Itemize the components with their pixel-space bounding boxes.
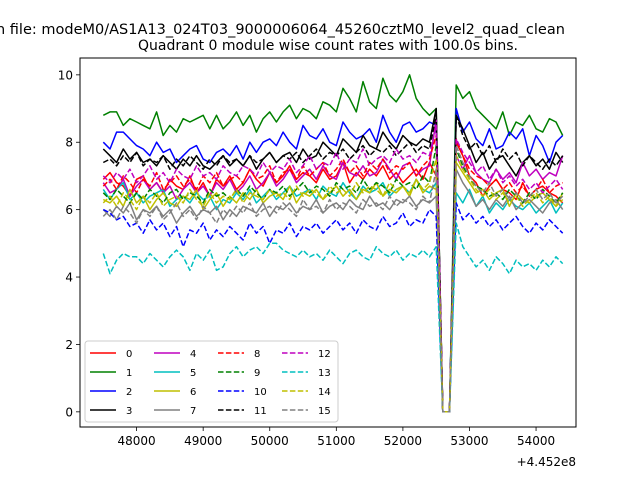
series-line-3 bbox=[102, 107, 564, 413]
legend-label-13: 13 bbox=[318, 368, 331, 379]
x-axis-offset-label: +4.452e8 bbox=[517, 455, 576, 469]
series-line-12 bbox=[102, 124, 564, 413]
x-tick-label: 54000 bbox=[517, 434, 555, 448]
y-tick-label: 8 bbox=[65, 136, 73, 150]
legend-label-4: 4 bbox=[190, 349, 196, 360]
series-line-1 bbox=[102, 74, 564, 413]
legend-label-8: 8 bbox=[254, 349, 260, 360]
figure-suptitle: n file: modeM0/AS1A13_024T03_9000006064_… bbox=[0, 22, 565, 38]
legend-label-10: 10 bbox=[254, 387, 267, 398]
legend-label-0: 0 bbox=[126, 349, 132, 360]
legend-label-2: 2 bbox=[126, 387, 132, 398]
y-axis: 0 2 4 6 8 10 bbox=[58, 68, 80, 419]
legend-label-7: 7 bbox=[190, 406, 196, 417]
legend-label-15: 15 bbox=[318, 406, 331, 417]
series-line-14 bbox=[102, 154, 564, 413]
series-line-2 bbox=[102, 107, 564, 413]
legend-label-3: 3 bbox=[126, 406, 132, 417]
series-line-15 bbox=[102, 144, 564, 413]
legend-box bbox=[84, 340, 339, 423]
legend-label-9: 9 bbox=[254, 368, 260, 379]
x-tick-label: 52000 bbox=[384, 434, 422, 448]
x-tick-label: 49000 bbox=[184, 434, 222, 448]
legend-label-12: 12 bbox=[318, 349, 331, 360]
legend-label-14: 14 bbox=[318, 387, 331, 398]
x-tick-label: 48000 bbox=[117, 434, 155, 448]
series-line-8 bbox=[102, 134, 564, 413]
series-line-11 bbox=[102, 114, 564, 413]
x-tick-label: 51000 bbox=[317, 434, 355, 448]
plot-area-frame bbox=[79, 57, 577, 428]
series-line-13 bbox=[102, 222, 564, 413]
y-tick-label: 10 bbox=[58, 68, 73, 82]
chart-title: Quadrant 0 module wise count rates with … bbox=[138, 38, 518, 54]
y-tick-label: 4 bbox=[65, 271, 73, 285]
y-tick-label: 6 bbox=[65, 203, 73, 217]
legend-label-5: 5 bbox=[190, 368, 196, 379]
legend-label-1: 1 bbox=[126, 368, 132, 379]
legend-label-6: 6 bbox=[190, 387, 196, 398]
y-tick-label: 2 bbox=[65, 338, 73, 352]
x-tick-label: 50000 bbox=[251, 434, 289, 448]
y-tick-label: 0 bbox=[65, 405, 73, 419]
series-layer bbox=[102, 74, 564, 413]
x-tick-label: 53000 bbox=[450, 434, 488, 448]
legend-label-11: 11 bbox=[254, 406, 267, 417]
series-line-10 bbox=[102, 202, 564, 413]
x-axis: 48000 49000 50000 51000 52000 53000 54000 bbox=[117, 427, 555, 448]
